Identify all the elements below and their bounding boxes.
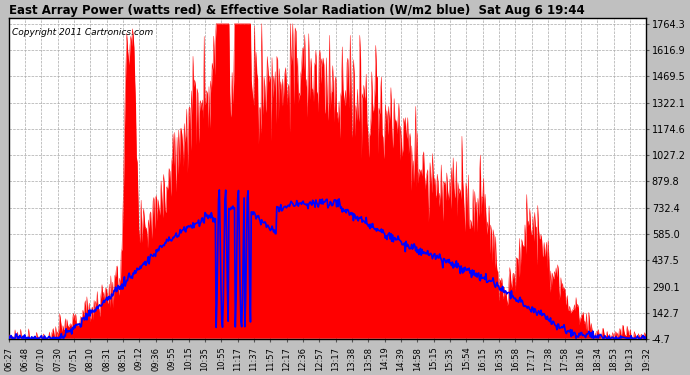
Text: East Array Power (watts red) & Effective Solar Radiation (W/m2 blue)  Sat Aug 6 : East Array Power (watts red) & Effective… — [9, 4, 584, 17]
Text: Copyright 2011 Cartronics.com: Copyright 2011 Cartronics.com — [12, 28, 153, 37]
